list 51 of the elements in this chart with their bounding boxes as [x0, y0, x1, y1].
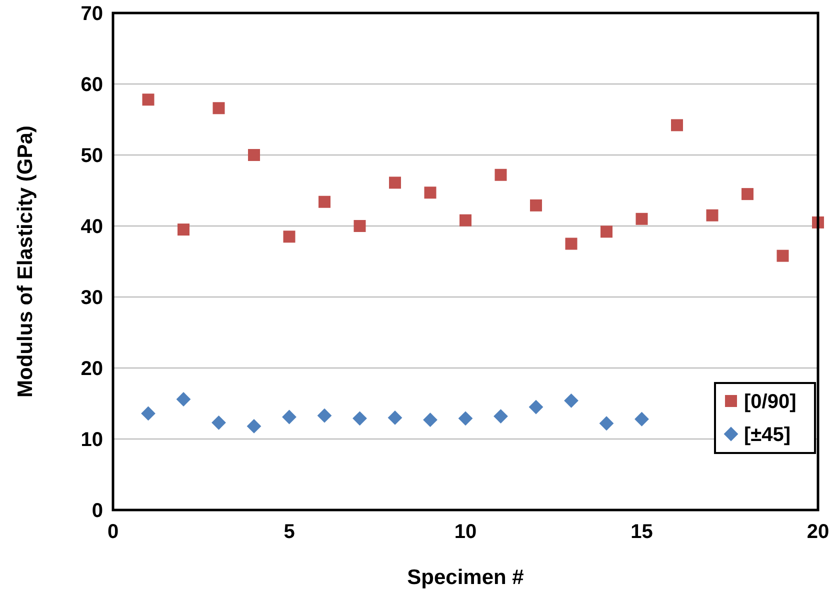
- x-tick-label: 20: [806, 521, 830, 543]
- point: [528, 400, 544, 414]
- point: [530, 199, 542, 212]
- point: [494, 409, 508, 424]
- legend-label: [0/90]: [744, 391, 796, 413]
- y-tick-label: 10: [80, 429, 103, 451]
- x-tick-label: 15: [630, 521, 653, 543]
- y-tick-label: 0: [92, 500, 103, 522]
- y-tick-label: 40: [80, 216, 103, 238]
- point: [742, 188, 754, 200]
- y-tick-label: 60: [80, 74, 103, 96]
- point: [634, 412, 649, 426]
- x-tick-label: 0: [107, 521, 119, 543]
- x-axis-title: Specimen #: [407, 566, 524, 589]
- point: [246, 419, 262, 434]
- y-tick-label: 20: [80, 358, 103, 380]
- point: [706, 209, 718, 222]
- point: [460, 214, 472, 226]
- point: [423, 412, 438, 428]
- point: [212, 415, 226, 430]
- y-axis-title: Modulus of Elasticity (GPa): [14, 126, 37, 398]
- y-tick-label: 70: [80, 3, 103, 25]
- point: [248, 149, 260, 161]
- point: [142, 94, 154, 106]
- point: [389, 176, 401, 189]
- point: [599, 416, 614, 431]
- point: [178, 224, 190, 236]
- point: [424, 186, 436, 199]
- point: [388, 410, 402, 425]
- legend-label: [±45]: [744, 424, 791, 446]
- point: [354, 220, 366, 232]
- point: [600, 226, 612, 238]
- point: [671, 119, 683, 132]
- y-tick-label: 50: [80, 145, 103, 167]
- point: [564, 393, 578, 408]
- point: [565, 238, 578, 250]
- point: [352, 411, 367, 426]
- point: [494, 168, 507, 181]
- point: [318, 196, 330, 208]
- point: [776, 250, 789, 262]
- point: [212, 102, 225, 114]
- point: [636, 212, 648, 225]
- point: [458, 411, 473, 426]
- x-tick-label: 5: [284, 521, 295, 543]
- y-tick-label: 30: [80, 287, 103, 309]
- point: [317, 408, 332, 423]
- x-tick-label: 10: [454, 521, 477, 543]
- point: [176, 392, 191, 406]
- point: [283, 230, 296, 243]
- point: [141, 406, 156, 421]
- point: [282, 410, 296, 424]
